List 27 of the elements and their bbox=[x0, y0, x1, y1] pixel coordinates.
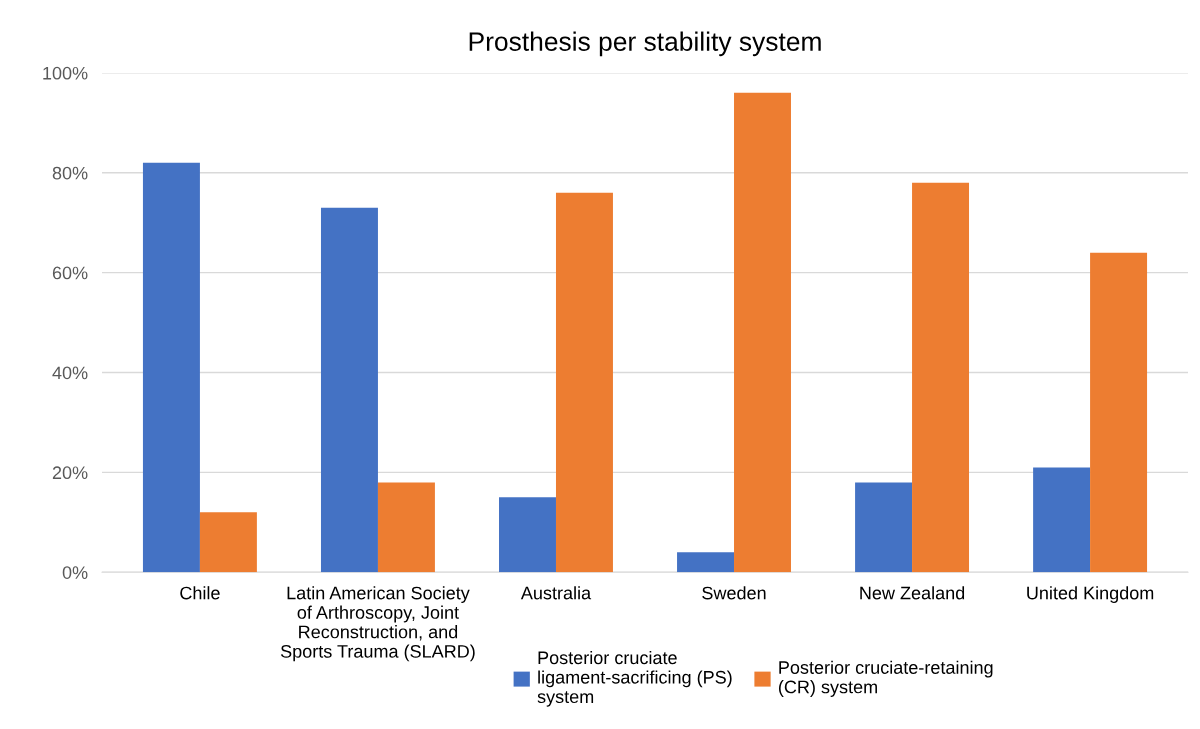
x-tick-label: Sweden bbox=[702, 586, 766, 600]
x-tick-label: Chile bbox=[180, 586, 220, 600]
legend-label: Posterior cruciate ligament-sacrificing (PS) system bbox=[537, 650, 732, 707]
bar bbox=[320, 207, 378, 573]
x-tick-label: New Zealand bbox=[860, 586, 965, 600]
bar bbox=[199, 512, 257, 573]
x-tick-label: Australia bbox=[520, 586, 592, 600]
bar bbox=[677, 552, 735, 573]
bar bbox=[912, 182, 970, 573]
y-tick-label: 20% bbox=[52, 466, 88, 480]
bar bbox=[734, 92, 791, 573]
bar bbox=[377, 482, 435, 573]
chart-title: Prosthesis per stability system bbox=[469, 31, 821, 57]
y-tick-label: 100% bbox=[43, 66, 88, 80]
bar bbox=[1033, 467, 1091, 573]
x-tick-label: United Kingdom bbox=[1027, 586, 1154, 603]
y-tick-label: 0% bbox=[62, 566, 88, 579]
y-tick-label: 80% bbox=[52, 166, 88, 180]
bar bbox=[142, 162, 200, 573]
bar bbox=[499, 497, 556, 573]
legend-label: Posterior cruciate-retaining (CR) system bbox=[778, 660, 993, 697]
bar bbox=[1090, 252, 1148, 573]
bar bbox=[555, 192, 613, 573]
y-tick-label: 40% bbox=[52, 366, 88, 380]
bar bbox=[855, 482, 913, 573]
y-tick-label: 60% bbox=[52, 266, 88, 280]
x-tick-label: Latin American Society of Arthroscopy, Joint Reconstruction, and Sports Trauma (SLARD) bbox=[280, 586, 475, 662]
